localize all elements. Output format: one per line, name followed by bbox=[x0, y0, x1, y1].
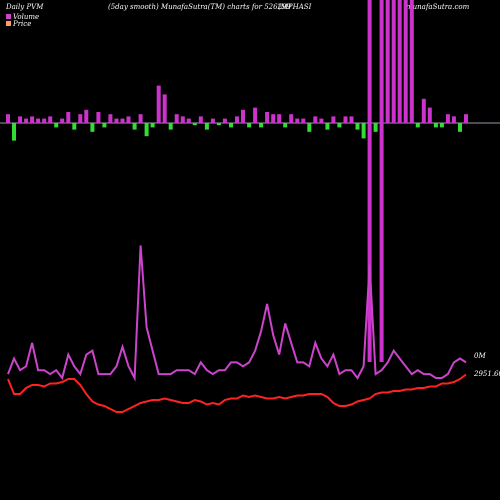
volume-bar bbox=[361, 123, 366, 139]
volume-bar bbox=[301, 118, 306, 123]
volume-bar bbox=[210, 118, 215, 123]
volume-bar bbox=[192, 123, 197, 126]
series-lines bbox=[7, 245, 467, 413]
volume-bar bbox=[391, 0, 396, 123]
price-line bbox=[7, 373, 467, 413]
volume-bar bbox=[277, 114, 282, 123]
volume-bar bbox=[439, 123, 444, 128]
volume-bar bbox=[24, 118, 29, 123]
volume-bar bbox=[397, 0, 402, 123]
legend-swatch-price bbox=[6, 21, 11, 26]
legend-swatch-volume bbox=[6, 14, 11, 19]
volume-bar bbox=[84, 109, 89, 123]
volume-bar bbox=[132, 123, 137, 130]
volume-bar bbox=[247, 123, 252, 128]
volume-bar bbox=[319, 118, 324, 123]
volume-line bbox=[7, 245, 467, 382]
header-left: Daily PVM bbox=[5, 3, 44, 11]
volume-bar bbox=[90, 123, 95, 132]
volume-bar bbox=[12, 123, 16, 141]
volume-bar bbox=[126, 116, 131, 123]
volume-bar bbox=[355, 123, 360, 130]
volume-bar bbox=[295, 118, 300, 123]
volume-bar bbox=[271, 114, 276, 123]
volume-bar bbox=[289, 114, 294, 123]
volume-bar bbox=[445, 114, 450, 123]
volume-bar bbox=[259, 123, 264, 128]
volume-bar bbox=[198, 116, 203, 123]
volume-bar bbox=[42, 118, 47, 123]
volume-bar bbox=[464, 114, 468, 123]
legend-label-volume: Volume bbox=[13, 13, 39, 21]
volume-bar bbox=[265, 112, 270, 123]
volume-bar bbox=[433, 123, 438, 128]
volume-bar bbox=[6, 114, 10, 123]
volume-bar bbox=[325, 123, 330, 130]
volume-bar bbox=[313, 116, 318, 123]
right-label-price: 2951.60 bbox=[473, 370, 500, 378]
volume-bar bbox=[458, 123, 462, 132]
volume-bar bbox=[379, 0, 384, 123]
volume-bar bbox=[204, 123, 209, 130]
volume-bar bbox=[138, 114, 143, 123]
volume-bar bbox=[108, 114, 113, 123]
volume-bar bbox=[343, 116, 348, 123]
volume-bar bbox=[60, 118, 65, 123]
legend-label-price: Price bbox=[12, 20, 31, 28]
volume-bar bbox=[349, 116, 354, 123]
volume-bar bbox=[96, 112, 101, 123]
volume-bar bbox=[409, 0, 414, 123]
volume-bar bbox=[162, 94, 167, 123]
volume-bar bbox=[78, 114, 83, 123]
volume-bar bbox=[367, 0, 372, 123]
volume-bar bbox=[150, 123, 155, 128]
volume-bar bbox=[385, 0, 390, 123]
volume-bar bbox=[174, 114, 179, 123]
volume-bar bbox=[30, 116, 35, 123]
volume-bar bbox=[120, 118, 125, 123]
volume-bar bbox=[229, 123, 233, 128]
header-site: munafaSutra.com bbox=[406, 3, 470, 11]
volume-bar bbox=[427, 107, 432, 123]
volume-bar bbox=[241, 109, 245, 123]
volume-bar bbox=[144, 123, 149, 137]
volume-bar bbox=[421, 98, 426, 123]
volume-bar bbox=[307, 123, 312, 132]
volume-bar bbox=[337, 123, 342, 128]
volume-bar bbox=[102, 123, 107, 128]
right-label-volume: 0M bbox=[474, 352, 486, 360]
volume-bar bbox=[216, 123, 221, 126]
volume-bar bbox=[186, 118, 191, 123]
volume-bar bbox=[180, 116, 185, 123]
volume-bar bbox=[253, 107, 258, 123]
volume-bar bbox=[373, 123, 378, 132]
volume-bars bbox=[6, 0, 468, 362]
volume-bar bbox=[235, 116, 239, 123]
header-symbol: (MPHASI bbox=[278, 3, 312, 11]
volume-bar bbox=[66, 112, 71, 123]
volume-bar bbox=[168, 123, 173, 130]
volume-bar bbox=[114, 118, 119, 123]
volume-bar bbox=[451, 116, 456, 123]
volume-bar bbox=[54, 123, 59, 128]
volume-bar bbox=[48, 116, 53, 123]
volume-bar bbox=[36, 118, 41, 123]
volume-bar bbox=[156, 85, 161, 123]
volume-bar bbox=[331, 116, 336, 123]
volume-bar bbox=[403, 0, 408, 123]
header-middle: (5day smooth) MunafaSutra(TM) charts for… bbox=[108, 3, 291, 11]
volume-bar bbox=[283, 123, 288, 128]
volume-bar bbox=[222, 118, 227, 123]
volume-bar bbox=[18, 116, 23, 123]
volume-bar bbox=[72, 123, 77, 130]
volume-bar bbox=[415, 123, 420, 128]
